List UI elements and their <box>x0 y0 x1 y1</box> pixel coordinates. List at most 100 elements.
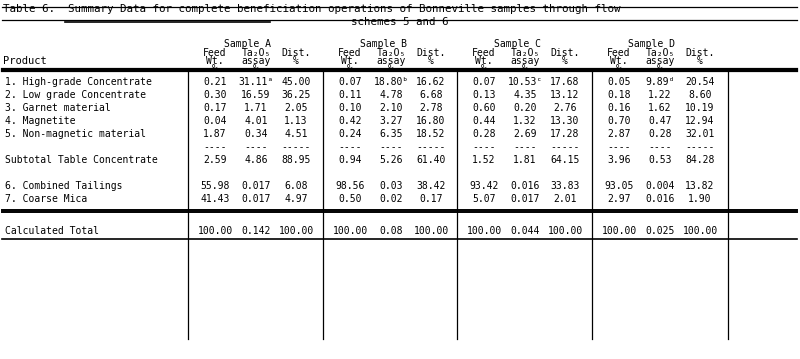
Text: %: % <box>481 64 487 74</box>
Text: 38.42: 38.42 <box>416 181 446 191</box>
Text: 3.96: 3.96 <box>607 155 630 165</box>
Text: 0.025: 0.025 <box>646 226 674 236</box>
Text: Sample B: Sample B <box>359 39 406 49</box>
Text: -----: ----- <box>416 142 446 152</box>
Text: 100.00: 100.00 <box>547 226 582 236</box>
Text: 0.04: 0.04 <box>203 116 226 126</box>
Text: Wt.: Wt. <box>610 56 628 66</box>
Text: 0.11: 0.11 <box>338 90 362 100</box>
Text: 98.56: 98.56 <box>335 181 365 191</box>
Text: 7. Coarse Mica: 7. Coarse Mica <box>5 194 87 204</box>
Text: %: % <box>697 56 703 66</box>
Text: 0.34: 0.34 <box>244 129 268 139</box>
Text: 1.52: 1.52 <box>472 155 496 165</box>
Text: 17.28: 17.28 <box>550 129 580 139</box>
Text: 100.00: 100.00 <box>332 226 368 236</box>
Text: 2.76: 2.76 <box>554 103 577 113</box>
Text: Dist.: Dist. <box>282 48 310 58</box>
Text: Dist.: Dist. <box>550 48 580 58</box>
Text: Ta₂O₅: Ta₂O₅ <box>646 48 674 58</box>
Text: 2.97: 2.97 <box>607 194 630 204</box>
Text: %: % <box>428 56 434 66</box>
Text: 0.24: 0.24 <box>338 129 362 139</box>
Text: 0.94: 0.94 <box>338 155 362 165</box>
Text: Product: Product <box>3 56 46 66</box>
Text: 84.28: 84.28 <box>686 155 714 165</box>
Text: 100.00: 100.00 <box>278 226 314 236</box>
Text: Wt.: Wt. <box>206 56 224 66</box>
Text: 1.81: 1.81 <box>514 155 537 165</box>
Text: 1.87: 1.87 <box>203 129 226 139</box>
Text: 4.97: 4.97 <box>284 194 308 204</box>
Text: -----: ----- <box>686 142 714 152</box>
Text: 2.10: 2.10 <box>379 103 402 113</box>
Text: Subtotal Table Concentrate: Subtotal Table Concentrate <box>5 155 158 165</box>
Text: 2.01: 2.01 <box>554 194 577 204</box>
Text: 0.05: 0.05 <box>607 77 630 87</box>
Text: schemes 5 and 6: schemes 5 and 6 <box>351 17 449 27</box>
Text: 16.62: 16.62 <box>416 77 446 87</box>
Text: ----: ---- <box>244 142 268 152</box>
Text: 1.22: 1.22 <box>648 90 672 100</box>
Text: assay: assay <box>242 56 270 66</box>
Text: %: % <box>562 56 568 66</box>
Text: %: % <box>253 64 259 74</box>
Text: 1.71: 1.71 <box>244 103 268 113</box>
Text: %: % <box>616 64 622 74</box>
Text: Calculated Total: Calculated Total <box>5 226 99 236</box>
Text: Wt.: Wt. <box>475 56 493 66</box>
Text: 9.89ᵈ: 9.89ᵈ <box>646 77 674 87</box>
Text: ----: ---- <box>203 142 226 152</box>
Text: %: % <box>347 64 353 74</box>
Text: 5. Non-magnetic material: 5. Non-magnetic material <box>5 129 146 139</box>
Text: 0.42: 0.42 <box>338 116 362 126</box>
Text: 4.01: 4.01 <box>244 116 268 126</box>
Text: 0.017: 0.017 <box>242 194 270 204</box>
Text: ----: ---- <box>338 142 362 152</box>
Text: ----: ---- <box>379 142 402 152</box>
Text: 4.35: 4.35 <box>514 90 537 100</box>
Text: 2.05: 2.05 <box>284 103 308 113</box>
Text: 0.16: 0.16 <box>607 103 630 113</box>
Text: 100.00: 100.00 <box>414 226 449 236</box>
Text: 0.07: 0.07 <box>472 77 496 87</box>
Text: 0.13: 0.13 <box>472 90 496 100</box>
Text: 0.17: 0.17 <box>203 103 226 113</box>
Text: ----: ---- <box>472 142 496 152</box>
Text: Feed: Feed <box>607 48 630 58</box>
Text: 55.98: 55.98 <box>200 181 230 191</box>
Text: 16.80: 16.80 <box>416 116 446 126</box>
Text: 4.78: 4.78 <box>379 90 402 100</box>
Text: Table 6.  Summary Data for complete beneficiation operations of Bonneville sampl: Table 6. Summary Data for complete benef… <box>3 4 621 14</box>
Text: 18.80ᵇ: 18.80ᵇ <box>374 77 409 87</box>
Text: 0.47: 0.47 <box>648 116 672 126</box>
Text: Ta₂O₅: Ta₂O₅ <box>242 48 270 58</box>
Text: 1.32: 1.32 <box>514 116 537 126</box>
Text: 16.59: 16.59 <box>242 90 270 100</box>
Text: 5.07: 5.07 <box>472 194 496 204</box>
Text: 2.69: 2.69 <box>514 129 537 139</box>
Text: 36.25: 36.25 <box>282 90 310 100</box>
Text: 5.26: 5.26 <box>379 155 402 165</box>
Text: 6.35: 6.35 <box>379 129 402 139</box>
Text: 41.43: 41.43 <box>200 194 230 204</box>
Text: 1. High-grade Concentrate: 1. High-grade Concentrate <box>5 77 152 87</box>
Text: 100.00: 100.00 <box>198 226 233 236</box>
Text: assay: assay <box>376 56 406 66</box>
Text: 93.05: 93.05 <box>604 181 634 191</box>
Text: 0.004: 0.004 <box>646 181 674 191</box>
Text: 20.54: 20.54 <box>686 77 714 87</box>
Text: 0.70: 0.70 <box>607 116 630 126</box>
Text: ----: ---- <box>607 142 630 152</box>
Text: Dist.: Dist. <box>686 48 714 58</box>
Text: 10.19: 10.19 <box>686 103 714 113</box>
Text: 0.017: 0.017 <box>510 194 540 204</box>
Text: 6. Combined Tailings: 6. Combined Tailings <box>5 181 122 191</box>
Text: 0.142: 0.142 <box>242 226 270 236</box>
Text: 0.28: 0.28 <box>648 129 672 139</box>
Text: 10.53ᶜ: 10.53ᶜ <box>507 77 542 87</box>
Text: %: % <box>657 64 663 74</box>
Text: 0.07: 0.07 <box>338 77 362 87</box>
Text: 0.50: 0.50 <box>338 194 362 204</box>
Text: 3.27: 3.27 <box>379 116 402 126</box>
